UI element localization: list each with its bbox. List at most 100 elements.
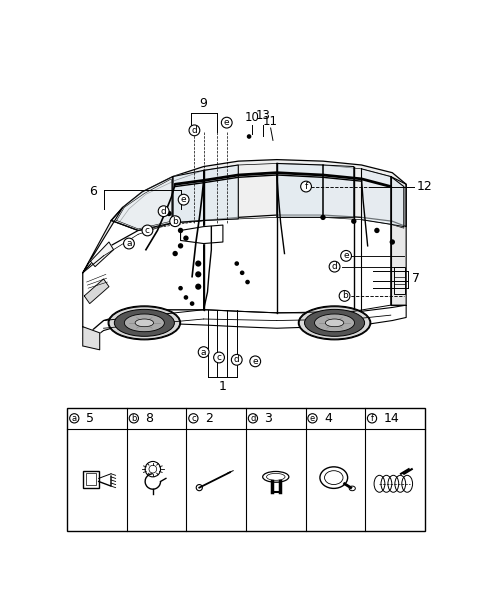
- Text: 9: 9: [200, 97, 207, 110]
- Text: 14: 14: [384, 412, 399, 425]
- Polygon shape: [83, 305, 406, 346]
- Text: f: f: [304, 182, 308, 191]
- Polygon shape: [83, 327, 100, 350]
- Circle shape: [367, 414, 377, 423]
- Circle shape: [189, 414, 198, 423]
- Polygon shape: [111, 160, 406, 231]
- Polygon shape: [173, 171, 204, 223]
- Circle shape: [320, 215, 326, 220]
- Text: f: f: [371, 414, 373, 423]
- Polygon shape: [83, 220, 204, 338]
- Polygon shape: [180, 225, 223, 244]
- Text: 12: 12: [417, 180, 432, 193]
- Circle shape: [178, 286, 183, 290]
- Circle shape: [195, 271, 201, 278]
- Circle shape: [329, 261, 340, 272]
- Circle shape: [129, 414, 138, 423]
- Circle shape: [178, 227, 183, 233]
- Circle shape: [341, 250, 351, 261]
- Circle shape: [198, 347, 209, 358]
- Circle shape: [390, 240, 395, 244]
- Text: e: e: [224, 118, 229, 127]
- Text: 13: 13: [255, 110, 270, 122]
- Circle shape: [300, 181, 312, 192]
- Circle shape: [183, 235, 189, 241]
- Text: d: d: [161, 207, 167, 216]
- Ellipse shape: [124, 314, 164, 332]
- Polygon shape: [90, 242, 114, 267]
- Text: 3: 3: [264, 412, 272, 425]
- Ellipse shape: [109, 307, 180, 339]
- Text: c: c: [216, 353, 222, 362]
- Text: b: b: [342, 292, 348, 301]
- Text: 2: 2: [205, 412, 213, 425]
- Circle shape: [221, 117, 232, 128]
- Circle shape: [184, 295, 188, 299]
- Circle shape: [308, 414, 317, 423]
- Circle shape: [123, 238, 134, 249]
- Circle shape: [234, 261, 239, 266]
- Text: c: c: [191, 414, 196, 423]
- Circle shape: [189, 125, 200, 136]
- Bar: [67, 408, 425, 531]
- Circle shape: [339, 290, 350, 301]
- Text: d: d: [192, 126, 197, 135]
- Circle shape: [178, 194, 189, 205]
- Text: 7: 7: [411, 272, 420, 286]
- Circle shape: [170, 216, 180, 227]
- Circle shape: [245, 280, 250, 284]
- Circle shape: [142, 225, 153, 236]
- Circle shape: [158, 206, 169, 217]
- Circle shape: [178, 243, 183, 249]
- Circle shape: [172, 251, 178, 257]
- Ellipse shape: [304, 309, 365, 336]
- Text: 4: 4: [324, 412, 332, 425]
- Text: 1: 1: [219, 381, 227, 393]
- Text: 6: 6: [90, 186, 97, 198]
- Circle shape: [231, 355, 242, 365]
- Text: a: a: [126, 239, 132, 248]
- Polygon shape: [84, 279, 109, 304]
- Text: e: e: [181, 195, 186, 204]
- Circle shape: [214, 352, 225, 363]
- Text: b: b: [131, 414, 136, 423]
- Bar: [83, 471, 99, 488]
- Circle shape: [195, 284, 201, 290]
- Polygon shape: [361, 169, 404, 227]
- Circle shape: [172, 220, 178, 226]
- Text: c: c: [145, 226, 150, 235]
- Text: 5: 5: [86, 412, 94, 425]
- Text: d: d: [332, 262, 337, 271]
- Polygon shape: [391, 177, 406, 305]
- Text: a: a: [72, 414, 77, 423]
- Circle shape: [70, 414, 79, 423]
- Ellipse shape: [325, 319, 344, 327]
- Ellipse shape: [314, 314, 355, 332]
- Ellipse shape: [135, 319, 154, 327]
- Circle shape: [190, 301, 194, 306]
- Circle shape: [351, 218, 357, 224]
- Text: 11: 11: [263, 116, 278, 128]
- Bar: [394, 267, 405, 293]
- Circle shape: [247, 134, 252, 139]
- Bar: [85, 473, 96, 485]
- Polygon shape: [277, 163, 323, 217]
- Ellipse shape: [114, 309, 174, 336]
- Circle shape: [250, 356, 261, 367]
- Ellipse shape: [263, 471, 289, 482]
- Circle shape: [248, 414, 258, 423]
- Polygon shape: [111, 177, 173, 231]
- Circle shape: [374, 227, 380, 233]
- Text: e: e: [343, 251, 349, 260]
- Text: e: e: [252, 357, 258, 366]
- Text: 8: 8: [145, 412, 154, 425]
- Circle shape: [240, 270, 244, 275]
- Ellipse shape: [299, 307, 370, 339]
- Text: a: a: [201, 348, 206, 356]
- Text: b: b: [172, 217, 178, 226]
- Polygon shape: [83, 208, 123, 273]
- Text: 10: 10: [245, 111, 260, 124]
- Text: e: e: [310, 414, 315, 423]
- Text: d: d: [234, 355, 240, 364]
- Text: d: d: [250, 414, 256, 423]
